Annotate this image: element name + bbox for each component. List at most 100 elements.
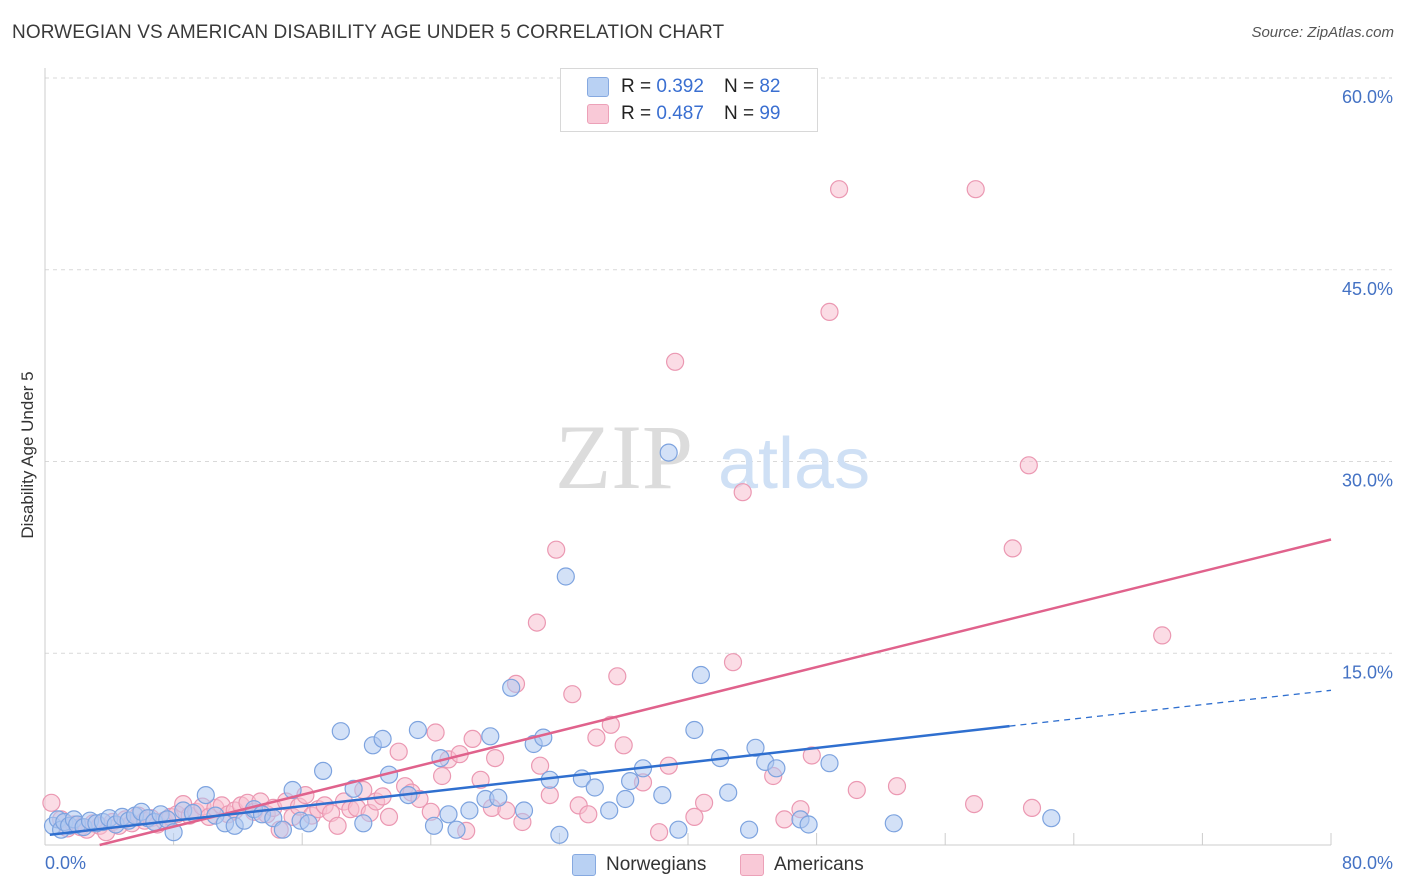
norwegian-point — [585, 778, 604, 797]
bottom-legend-label-americans: Americans — [774, 854, 864, 875]
y-tick-label: 30.0% — [1342, 471, 1393, 491]
american-point — [433, 766, 452, 786]
american-point — [665, 352, 685, 371]
bottom-legend-swatch-americans — [740, 854, 764, 876]
legend-n-value: 82 — [759, 76, 781, 97]
norwegian-point — [373, 729, 392, 749]
american-point — [530, 756, 550, 775]
american-point — [471, 770, 490, 789]
y-tick-label: 15.0% — [1342, 662, 1393, 682]
norwegian-point — [408, 720, 427, 740]
american-point — [614, 736, 633, 755]
american-point — [601, 715, 620, 734]
legend-n-label: N = — [723, 76, 755, 97]
american-point — [608, 667, 627, 686]
y-tick-label: 45.0% — [1342, 279, 1393, 299]
norwegian-point — [767, 759, 786, 778]
legend-swatch-norwegians — [587, 77, 609, 97]
norwegian-point — [314, 761, 333, 781]
legend-r-value: 0.487 — [656, 103, 704, 124]
norwegian-point — [556, 567, 575, 586]
norwegian-point — [460, 801, 479, 820]
american-point — [389, 742, 408, 761]
norwegian-point — [196, 785, 215, 805]
american-point — [694, 793, 714, 812]
american-point — [820, 302, 839, 321]
norwegian-point — [669, 820, 688, 839]
american-point — [547, 540, 566, 559]
legend-n-label: N = — [723, 103, 755, 124]
american-point — [328, 816, 347, 835]
american-point — [723, 653, 743, 672]
y-tick-label: 60.0% — [1342, 87, 1393, 107]
norwegian-point — [514, 801, 534, 820]
source-credit: Source: ZipAtlas.com — [1251, 24, 1394, 41]
x-tick-label: 80.0% — [1342, 853, 1393, 873]
american-point — [587, 728, 606, 747]
x-tick-label: 0.0% — [45, 853, 86, 873]
norwegian-point — [616, 789, 635, 809]
american-trend-line — [99, 538, 1332, 847]
norwegian-point — [481, 727, 500, 746]
norwegian-point — [424, 816, 444, 835]
tick-labels: 15.0% 30.0% 45.0% 60.0% 0.0% 80.0% — [45, 87, 1393, 873]
american-point — [847, 780, 866, 800]
norwegian-trend-extension — [1009, 689, 1332, 727]
chart-title: NORWEGIAN VS AMERICAN DISABILITY AGE UND… — [12, 22, 725, 43]
american-point — [563, 685, 582, 704]
trend-lines — [49, 538, 1332, 847]
legend-n-value: 99 — [759, 103, 781, 124]
american-point — [463, 729, 482, 749]
norwegian-point — [719, 783, 738, 802]
norwegian-point — [685, 720, 704, 740]
american-point — [887, 777, 907, 796]
legend-swatch-americans — [587, 104, 609, 124]
norwegian-points — [43, 443, 1061, 844]
norwegian-point — [884, 814, 903, 833]
norwegian-point — [691, 665, 711, 685]
legend-row-norwegians: R = 0.392 N = 82 — [587, 75, 780, 99]
norwegian-point — [820, 754, 839, 773]
norwegian-point — [344, 779, 363, 798]
norwegian-point — [273, 820, 292, 839]
bottom-legend-label-norwegians: Norwegians — [606, 854, 707, 875]
bottom-legend-norwegians: Norwegians — [572, 852, 706, 878]
american-point — [1003, 539, 1022, 558]
norwegian-point — [283, 780, 302, 800]
american-point — [379, 807, 399, 827]
bottom-legend-americans: Americans — [740, 852, 864, 878]
american-point — [426, 723, 445, 742]
legend-r-label: R = — [621, 103, 652, 124]
norwegian-point — [447, 820, 466, 839]
american-point — [964, 794, 984, 814]
american-point — [42, 793, 61, 812]
norwegian-point — [502, 678, 521, 697]
norwegian-point — [659, 443, 678, 462]
watermark: ZIP atlas — [555, 406, 870, 508]
norwegian-point — [653, 785, 672, 805]
bottom-legend-swatch-norwegians — [572, 854, 596, 876]
norwegian-point — [299, 814, 318, 833]
norwegian-point — [489, 788, 508, 807]
norwegian-point — [550, 825, 569, 844]
american-point — [1022, 798, 1042, 818]
american-point — [685, 807, 704, 827]
american-point — [966, 180, 985, 199]
norwegian-point — [739, 820, 759, 839]
norwegian-point — [331, 722, 350, 741]
norwegian-point — [600, 801, 619, 820]
american-point — [486, 748, 505, 768]
american-point — [733, 483, 752, 502]
norwegian-point — [354, 814, 373, 833]
american-points — [42, 180, 1172, 842]
american-point — [802, 746, 821, 765]
norwegian-point — [620, 771, 640, 791]
correlation-legend: R = 0.392 N = 82 R = 0.487 N = 99 — [560, 68, 818, 132]
legend-row-americans: R = 0.487 N = 99 — [587, 102, 780, 126]
american-point — [829, 180, 849, 199]
american-point — [540, 785, 559, 805]
american-point — [527, 613, 547, 632]
legend-r-label: R = — [621, 76, 652, 97]
norwegian-point — [439, 805, 458, 824]
